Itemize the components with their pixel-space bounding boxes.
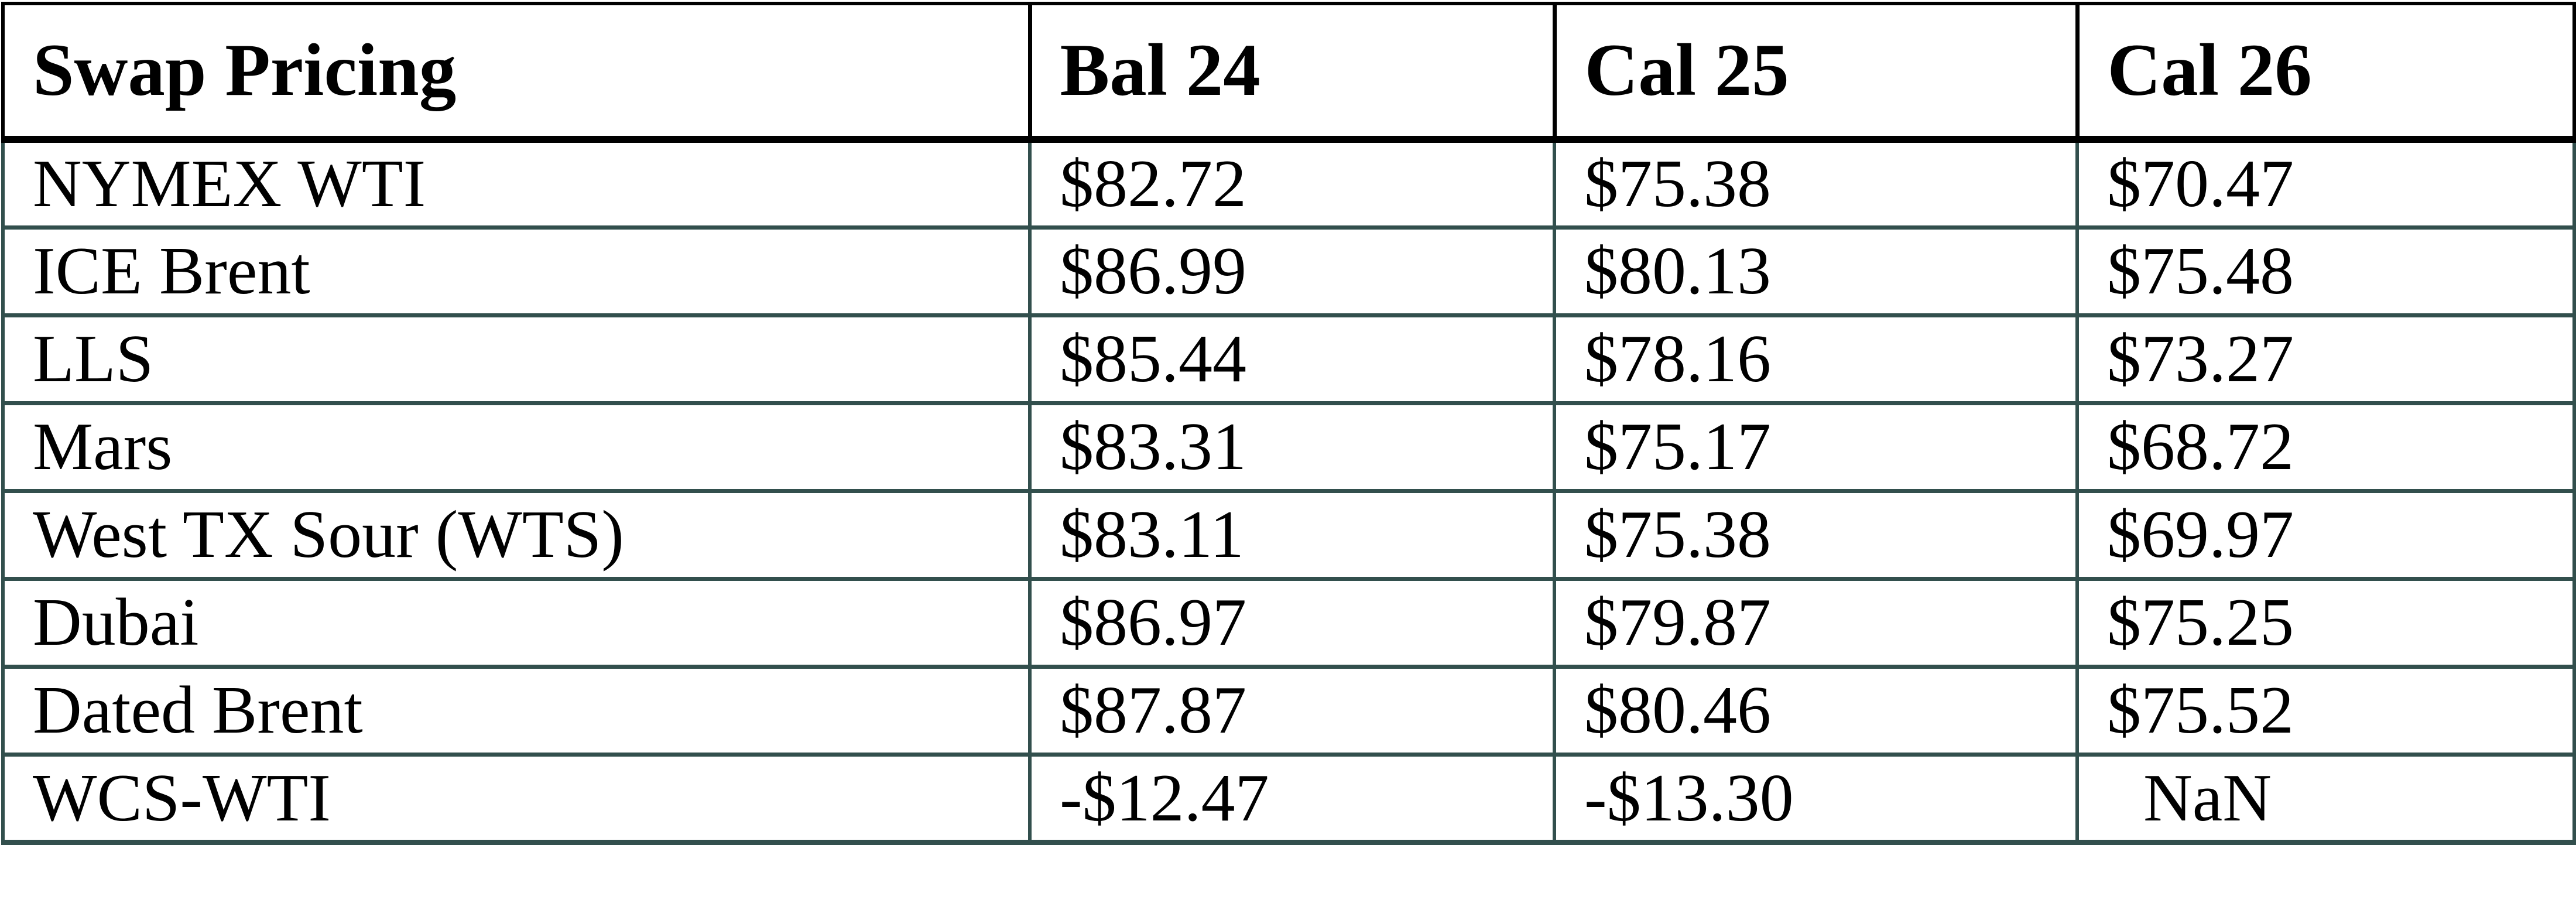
table-row: Mars $83.31 $75.17 $68.72 (1, 401, 2576, 493)
row-label: Mars (1, 401, 1032, 493)
row-label: LLS (1, 313, 1032, 405)
table-row: ICE Brent $86.99 $80.13 $75.48 (1, 225, 2576, 317)
price-cell: -$13.30 (1553, 752, 2079, 845)
price-cell: $79.87 (1553, 576, 2079, 668)
swap-pricing-table: Swap Pricing Bal 24 Cal 25 Cal 26 NYMEX … (1, 2, 2576, 845)
price-cell: $86.97 (1028, 576, 1556, 668)
price-cell: $83.31 (1028, 401, 1556, 493)
row-label: NYMEX WTI (1, 137, 1032, 229)
table-row: Dated Brent $87.87 $80.46 $75.52 (1, 664, 2576, 756)
price-cell: $85.44 (1028, 313, 1556, 405)
price-cell: $73.27 (2075, 313, 2576, 405)
price-cell: $70.47 (2075, 137, 2576, 229)
table-row: West TX Sour (WTS) $83.11 $75.38 $69.97 (1, 488, 2576, 580)
price-cell: $75.25 (2075, 576, 2576, 668)
row-label: Dated Brent (1, 664, 1032, 756)
row-label: West TX Sour (WTS) (1, 488, 1032, 580)
price-cell: $75.38 (1553, 137, 2079, 229)
column-header-cal-26: Cal 26 (2075, 2, 2576, 143)
row-label: WCS-WTI (1, 752, 1032, 845)
header-row: Swap Pricing Bal 24 Cal 25 Cal 26 (1, 2, 2576, 143)
table-title: Swap Pricing (1, 2, 1032, 143)
table-row: WCS-WTI -$12.47 -$13.30 NaN (1, 752, 2576, 845)
price-cell: $80.46 (1553, 664, 2079, 756)
table-row: NYMEX WTI $82.72 $75.38 $70.47 (1, 137, 2576, 229)
price-cell: $75.17 (1553, 401, 2079, 493)
price-cell-nan: NaN (2075, 752, 2576, 845)
row-label: ICE Brent (1, 225, 1032, 317)
price-cell: $82.72 (1028, 137, 1556, 229)
price-cell: $68.72 (2075, 401, 2576, 493)
table-row: LLS $85.44 $78.16 $73.27 (1, 313, 2576, 405)
column-header-bal-24: Bal 24 (1027, 2, 1556, 143)
table-row: Dubai $86.97 $79.87 $75.25 (1, 576, 2576, 668)
price-cell: $75.48 (2075, 225, 2576, 317)
column-header-cal-25: Cal 25 (1552, 2, 2079, 143)
price-cell: $75.38 (1553, 488, 2079, 580)
price-cell: $87.87 (1028, 664, 1556, 756)
price-cell: -$12.47 (1028, 752, 1556, 845)
price-cell: $80.13 (1553, 225, 2079, 317)
price-cell: $75.52 (2075, 664, 2576, 756)
price-cell: $83.11 (1028, 488, 1556, 580)
price-cell: $86.99 (1028, 225, 1556, 317)
price-cell: $69.97 (2075, 488, 2576, 580)
price-cell: $78.16 (1553, 313, 2079, 405)
row-label: Dubai (1, 576, 1032, 668)
